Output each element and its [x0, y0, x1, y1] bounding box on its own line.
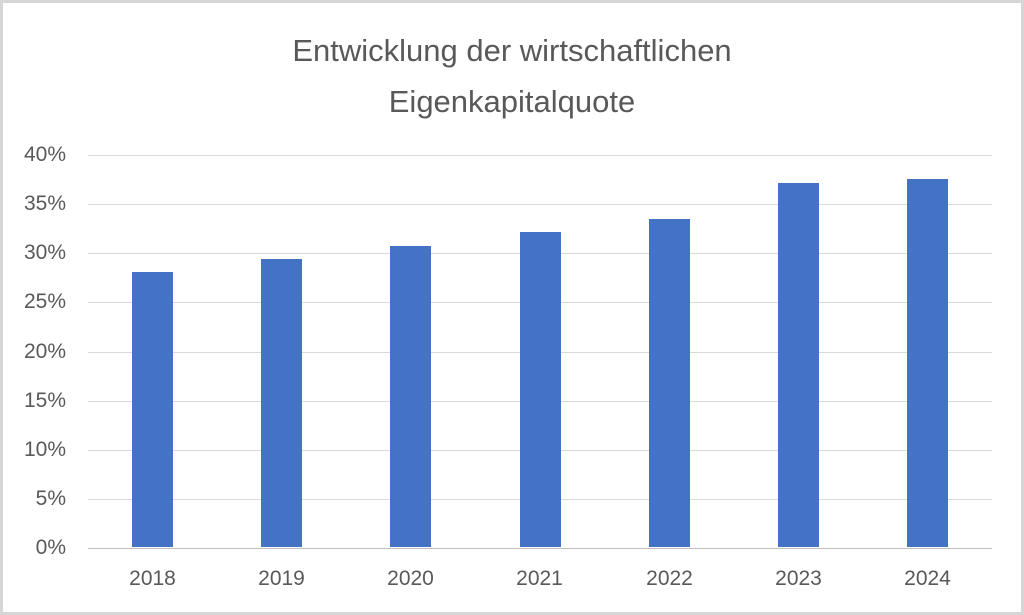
bar-2021 — [520, 232, 561, 547]
chart-title: Entwicklung der wirtschaftlichen Eigenka… — [3, 25, 1021, 127]
y-tick-label: 25% — [23, 290, 66, 313]
x-axis-line — [88, 548, 992, 549]
y-tick-label: 40% — [23, 143, 66, 166]
plot-area — [88, 155, 992, 549]
bar-2018 — [132, 272, 173, 547]
x-tick-label: 2020 — [387, 567, 434, 590]
y-tick-label: 15% — [23, 389, 66, 412]
bar-2024 — [907, 179, 948, 547]
x-tick-label: 2019 — [258, 567, 305, 590]
x-tick-label: 2018 — [129, 567, 176, 590]
y-tick-label: 20% — [23, 340, 66, 363]
gridline — [88, 204, 992, 205]
x-tick-label: 2023 — [775, 567, 822, 590]
bar-2023 — [778, 183, 819, 547]
x-tick-label: 2024 — [904, 567, 951, 590]
bar-2020 — [390, 246, 431, 547]
x-tick-label: 2022 — [646, 567, 693, 590]
x-tick-label: 2021 — [516, 567, 563, 590]
bar-2019 — [261, 259, 302, 547]
chart-title-line-2: Eigenkapitalquote — [388, 84, 636, 119]
y-tick-label: 5% — [35, 487, 66, 510]
y-tick-label: 10% — [23, 438, 66, 461]
y-tick-label: 35% — [23, 192, 66, 215]
y-tick-label: 0% — [35, 536, 66, 559]
y-tick-label: 30% — [23, 241, 66, 264]
chart-title-line-1: Entwicklung der wirtschaftlichen — [292, 33, 732, 68]
gridline — [88, 155, 992, 156]
bar-2022 — [649, 219, 690, 547]
